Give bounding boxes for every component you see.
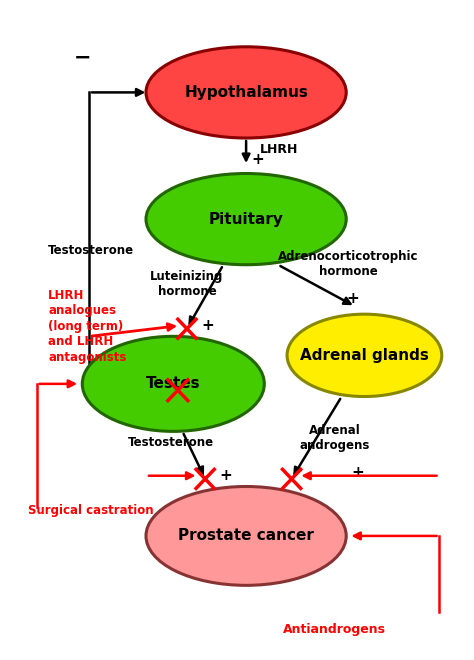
Text: Adrenal glands: Adrenal glands (300, 348, 429, 363)
Text: Adrenal
androgens: Adrenal androgens (300, 424, 370, 451)
Ellipse shape (146, 174, 346, 265)
Text: Luteinizing
hormone: Luteinizing hormone (150, 270, 224, 298)
Ellipse shape (287, 314, 442, 397)
Text: Testosterone: Testosterone (48, 244, 134, 257)
Ellipse shape (146, 486, 346, 585)
Text: Adrenocorticotrophic
hormone: Adrenocorticotrophic hormone (278, 250, 419, 278)
Ellipse shape (82, 337, 264, 432)
Text: Prostate cancer: Prostate cancer (178, 529, 314, 543)
Text: −: − (73, 48, 91, 67)
Text: LHRH
analogues
(long term)
and LHRH
antagonists: LHRH analogues (long term) and LHRH anta… (48, 289, 127, 364)
Ellipse shape (146, 47, 346, 138)
Text: +: + (251, 152, 264, 167)
Text: +: + (219, 468, 232, 483)
Text: Surgical castration: Surgical castration (27, 504, 153, 517)
Text: Antiandrogens: Antiandrogens (283, 622, 385, 636)
Text: Testosterone: Testosterone (128, 436, 214, 449)
Text: Pituitary: Pituitary (209, 212, 283, 226)
Text: +: + (351, 465, 364, 480)
Text: Hypothalamus: Hypothalamus (184, 85, 308, 100)
Text: +: + (346, 291, 359, 306)
Text: Testes: Testes (146, 376, 201, 391)
Text: +: + (201, 318, 214, 333)
Text: LHRH: LHRH (260, 143, 298, 156)
